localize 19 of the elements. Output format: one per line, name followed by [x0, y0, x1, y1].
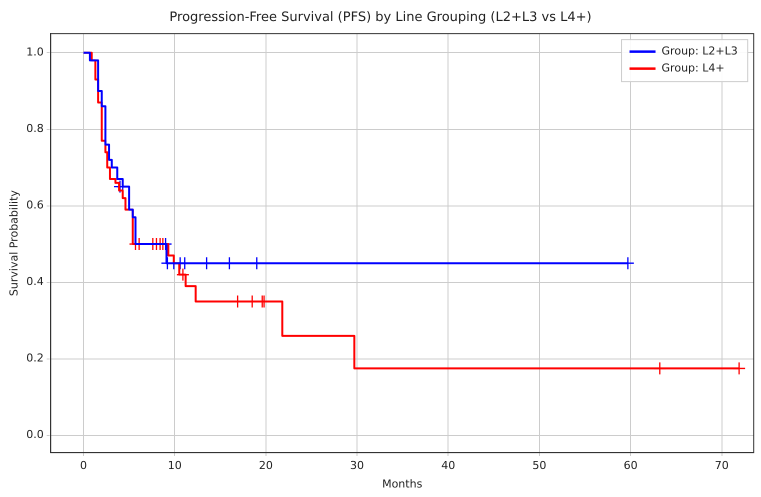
y-tick-label: 0.2 — [26, 352, 44, 365]
x-axis-title: Months — [382, 477, 423, 490]
x-tick-label: 10 — [168, 459, 182, 472]
y-axis-title: Survival Probability — [7, 190, 20, 296]
legend-label: Group: L4+ — [662, 61, 725, 74]
legend-label: Group: L2+L3 — [662, 44, 738, 58]
y-tick-label: 0.8 — [26, 122, 44, 136]
y-tick-label: 0.0 — [26, 428, 44, 442]
x-tick-label: 0 — [80, 459, 88, 472]
chart-title: Progression-Free Survival (PFS) by Line Grouping (L2+L3 vs L4+) — [169, 10, 592, 26]
x-tick-label: 40 — [441, 459, 456, 472]
y-tick-label: 0.4 — [26, 275, 44, 288]
x-tick-label: 60 — [624, 459, 638, 472]
y-tick-label: 1.0 — [26, 46, 44, 59]
y-tick-label: 0.6 — [26, 198, 44, 212]
x-tick-label: 20 — [258, 459, 273, 472]
x-tick-label: 70 — [714, 459, 729, 472]
x-tick-label: 30 — [350, 459, 364, 472]
x-tick-label: 50 — [532, 459, 546, 472]
